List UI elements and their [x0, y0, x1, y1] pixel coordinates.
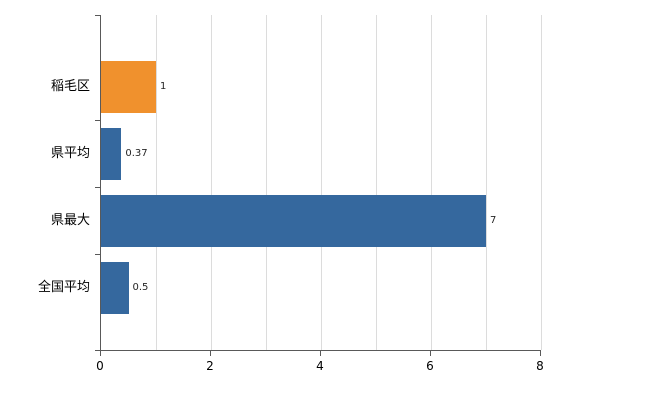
- gridline: [321, 15, 322, 350]
- plot-area: 1 0.37 7 0.5: [100, 15, 542, 351]
- bar-row: 0.5: [101, 262, 541, 314]
- x-axis-tick: [210, 351, 211, 356]
- x-axis-tick: [320, 351, 321, 356]
- gridline: [211, 15, 212, 350]
- y-axis-tick: [95, 350, 100, 351]
- bar-全国平均: [101, 262, 129, 314]
- bar-row: 7: [101, 195, 541, 247]
- gridline: [431, 15, 432, 350]
- x-axis-tick: [540, 351, 541, 356]
- x-axis-tick-label: 6: [426, 359, 434, 373]
- category-label: 稲毛区: [50, 79, 90, 94]
- y-axis-tick: [95, 120, 100, 121]
- gridline: [376, 15, 377, 350]
- gridline: [541, 15, 542, 350]
- x-axis-tick: [430, 351, 431, 356]
- gridline: [266, 15, 267, 350]
- y-axis-tick: [95, 254, 100, 255]
- y-axis-tick: [95, 187, 100, 188]
- bar-稲毛区: [101, 61, 156, 113]
- value-label: 1: [160, 81, 167, 92]
- value-label: 7: [490, 215, 497, 226]
- x-axis-tick-label: 8: [536, 359, 544, 373]
- value-label: 0.5: [132, 282, 149, 293]
- gridline: [486, 15, 487, 350]
- y-axis-tick: [95, 15, 100, 16]
- x-axis-tick-label: 0: [96, 359, 104, 373]
- x-axis-tick-label: 2: [206, 359, 214, 373]
- x-axis-tick: [100, 351, 101, 356]
- gridline: [156, 15, 157, 350]
- bar-県平均: [101, 128, 122, 180]
- bar-row: 0.37: [101, 128, 541, 180]
- category-label: 全国平均: [37, 280, 90, 295]
- bar-県最大: [101, 195, 486, 247]
- x-axis-tick-label: 4: [316, 359, 324, 373]
- bar-row: 1: [101, 61, 541, 113]
- value-label: 0.37: [125, 148, 148, 159]
- category-label: 県最大: [50, 213, 90, 228]
- category-label: 県平均: [50, 146, 90, 161]
